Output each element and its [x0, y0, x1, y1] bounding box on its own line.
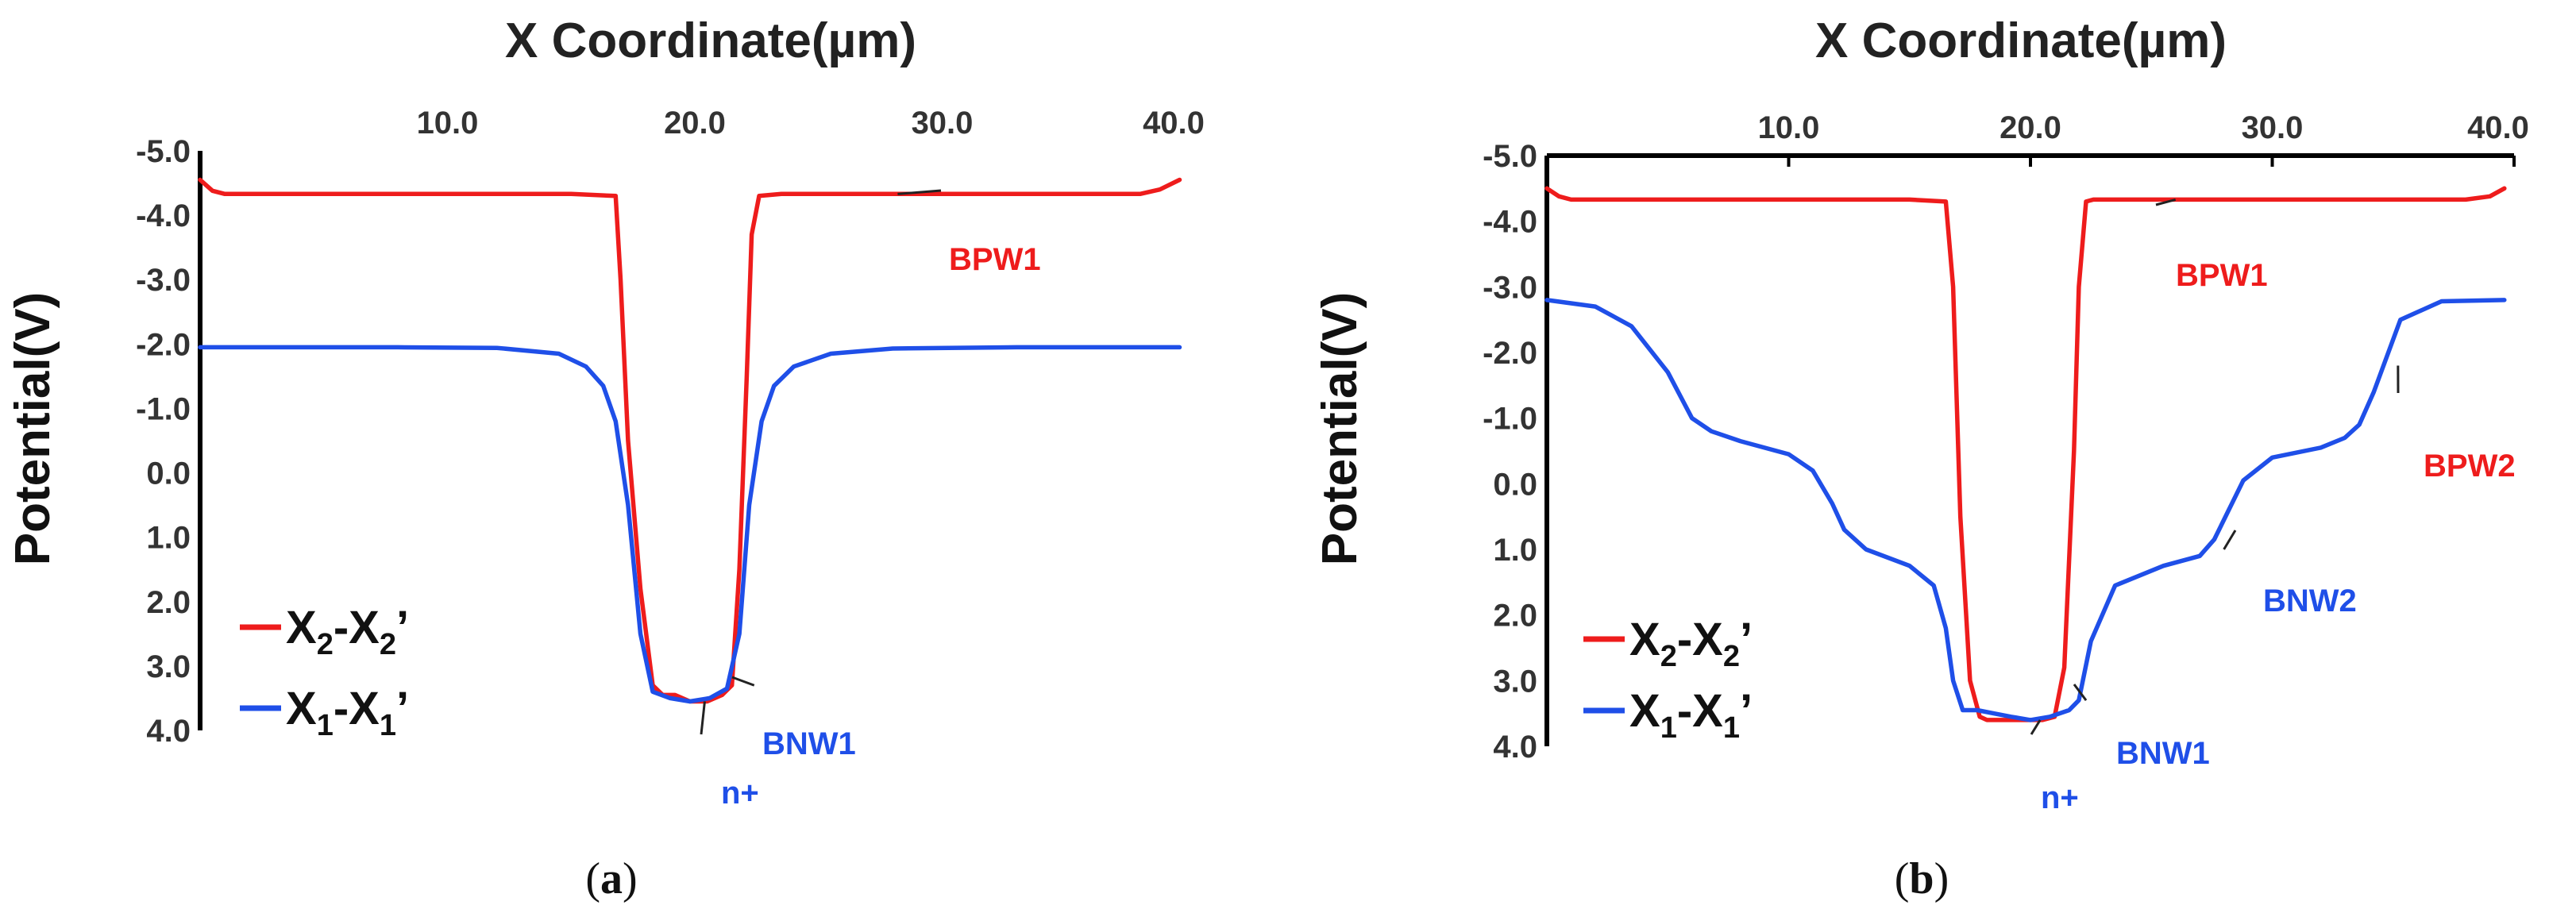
annotation-leader — [732, 677, 754, 685]
legend-label-part: ’ — [1740, 685, 1753, 737]
annotation-bnw1: BNW1 — [762, 726, 856, 761]
annotation-bnw2: BNW2 — [2263, 584, 2357, 618]
annotation-bpw1: BPW1 — [2176, 258, 2268, 293]
x-tick-label: 40.0 — [1143, 106, 1205, 141]
y-tick-label: -2.0 — [136, 327, 191, 362]
x-tick-label: 30.0 — [912, 106, 974, 141]
panel-label: (b) — [1895, 854, 1949, 903]
y-tick-label: 3.0 — [1493, 664, 1537, 699]
y-tick-label: 3.0 — [146, 649, 191, 684]
x-tick-label: 10.0 — [417, 106, 479, 141]
legend-label-part: ’ — [396, 602, 409, 653]
y-tick-label: -4.0 — [1483, 205, 1537, 240]
panel-label-paren-close: ) — [623, 854, 638, 903]
x-tick-label: 20.0 — [1999, 110, 2061, 145]
legend-label: X2-X2’ — [286, 602, 409, 661]
y-axis-title: Potential(V) — [6, 292, 60, 565]
annotation-n-plus: n+ — [721, 776, 759, 811]
chart-panel-b: X Coordinate(µm)Potential(V)10.0 20.0 30.0… — [1313, 13, 2529, 903]
legend-label-part: -X — [334, 602, 380, 653]
y-tick-label: 2.0 — [146, 585, 191, 620]
annotation-bnw1: BNW1 — [2116, 736, 2210, 771]
y-tick-label: 4.0 — [1493, 730, 1537, 765]
annotation-bpw1: BPW1 — [949, 242, 1041, 277]
panel-label-letter: b — [1909, 854, 1934, 903]
y-tick-label: 1.0 — [1493, 533, 1537, 568]
panel-label-paren-open: ( — [1895, 854, 1910, 903]
y-tick-label: -1.0 — [136, 391, 191, 426]
panel-label-paren-open: ( — [585, 854, 600, 903]
panel-label-paren-close: ) — [1934, 854, 1949, 903]
legend-label-part: X — [1629, 685, 1660, 737]
chart-panel-a: X Coordinate(µm)Potential(V)10.0 20.0 30.0… — [6, 13, 1205, 903]
legend-label-part: 2 — [1723, 640, 1740, 673]
y-tick-label: 4.0 — [146, 714, 191, 749]
legend-label-part: X — [1629, 614, 1660, 665]
y-tick-label: 1.0 — [146, 521, 191, 556]
legend-label: X1-X1’ — [286, 683, 409, 742]
legend-label: X2-X2’ — [1629, 614, 1753, 673]
y-tick-label: -5.0 — [1483, 139, 1537, 174]
y-tick-label: 2.0 — [1493, 599, 1537, 634]
x-tick-label: 40.0 — [2467, 110, 2529, 145]
legend-label-part: -X — [1677, 685, 1723, 737]
annotation-n-plus: n+ — [2041, 780, 2079, 815]
y-tick-label: 0.0 — [1493, 467, 1537, 502]
x-axis-title: X Coordinate(µm) — [1815, 13, 2227, 68]
y-tick-label: -1.0 — [1483, 402, 1537, 437]
legend-label-part: -X — [1677, 614, 1723, 665]
y-tick-label: 0.0 — [146, 456, 191, 491]
annotation-leader — [701, 702, 704, 735]
y-tick-label: -5.0 — [136, 134, 191, 169]
legend-label-part: X — [286, 683, 317, 734]
legend-label-part: -X — [334, 683, 380, 734]
x-tick-label: 10.0 — [1758, 110, 1820, 145]
x-tick-label: 20.0 — [664, 106, 726, 141]
legend-label-part: 1 — [380, 709, 396, 742]
y-tick-label: -3.0 — [136, 263, 191, 298]
y-tick-label: -3.0 — [1483, 270, 1537, 305]
legend-label-part: 1 — [1723, 711, 1740, 745]
panel-label: (a) — [585, 854, 637, 903]
x-axis-title: X Coordinate(µm) — [505, 13, 916, 68]
legend-label-part: 2 — [380, 628, 396, 661]
legend-label-part: 2 — [317, 628, 334, 661]
panel-label-letter: a — [600, 854, 623, 903]
legend-label-part: 1 — [317, 709, 334, 742]
y-axis-title: Potential(V) — [1313, 292, 1367, 565]
legend-label: X1-X1’ — [1629, 685, 1753, 745]
figure-canvas: X Coordinate(µm)Potential(V)10.0 20.0 30.0… — [0, 0, 2576, 913]
annotation-leader — [2224, 530, 2235, 549]
legend-label-part: 2 — [1660, 640, 1677, 673]
legend-label-part: ’ — [1740, 614, 1753, 665]
y-tick-label: -4.0 — [136, 198, 191, 233]
x-tick-label: 30.0 — [2242, 110, 2304, 145]
annotation-bpw2: BPW2 — [2424, 449, 2516, 483]
y-tick-label: -2.0 — [1483, 336, 1537, 371]
legend-label-part: 1 — [1660, 711, 1677, 745]
legend-label-part: ’ — [396, 683, 409, 734]
legend-label-part: X — [286, 602, 317, 653]
